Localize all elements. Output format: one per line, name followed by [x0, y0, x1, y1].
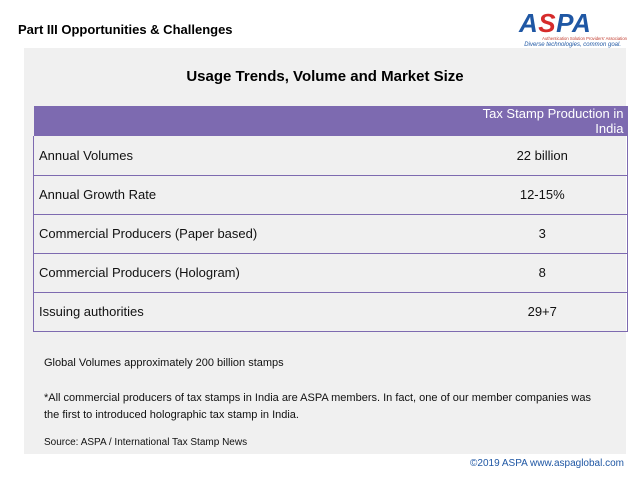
logo-tagline: Diverse technologies, common goal.	[524, 42, 621, 48]
table-row: Annual Growth Rate 12-15%	[33, 175, 628, 215]
row-label: Commercial Producers (Paper based)	[33, 214, 458, 254]
page-title: Usage Trends, Volume and Market Size	[186, 68, 464, 85]
global-volumes-note: Global Volumes approximately 200 billion…	[44, 357, 284, 369]
table-header-label	[33, 106, 458, 136]
row-value: 22 billion	[457, 136, 628, 176]
logo-letter-a: A	[519, 8, 539, 38]
row-value: 3	[457, 214, 628, 254]
row-label: Annual Growth Rate	[33, 175, 458, 215]
table-row: Commercial Producers (Paper based) 3	[33, 214, 628, 254]
logo-subtitle: Authentication Solution Providers' Assoc…	[542, 36, 627, 41]
row-value: 12-15%	[457, 175, 628, 215]
table-row: Annual Volumes 22 billion	[33, 136, 628, 176]
members-note: *All commercial producers of tax stamps …	[44, 392, 591, 421]
logo-wordmark: ASPA	[519, 8, 591, 39]
row-value: 8	[457, 253, 628, 293]
table-row: Commercial Producers (Hologram) 8	[33, 253, 628, 293]
section-heading: Part III Opportunities & Challenges	[18, 22, 233, 37]
row-label: Issuing authorities	[33, 292, 458, 332]
tax-stamp-table: Tax Stamp Production in India Annual Vol…	[33, 106, 628, 332]
table-row: Issuing authorities 29+7	[33, 292, 628, 332]
row-value: 29+7	[457, 292, 628, 332]
logo-letter-s: S	[538, 8, 557, 38]
row-label: Annual Volumes	[33, 136, 458, 176]
footer-copyright: ©2019 ASPA www.aspaglobal.com	[470, 458, 624, 469]
source-note: Source: ASPA / International Tax Stamp N…	[44, 437, 248, 448]
row-label: Commercial Producers (Hologram)	[33, 253, 458, 293]
table-header-value: Tax Stamp Production in India	[457, 106, 628, 136]
logo-letters-pa: PA	[556, 8, 592, 38]
table-header-row: Tax Stamp Production in India	[33, 106, 628, 136]
aspa-logo: ASPA Authentication Solution Providers' …	[503, 8, 627, 50]
content-panel: Usage Trends, Volume and Market Size Tax…	[24, 48, 628, 454]
